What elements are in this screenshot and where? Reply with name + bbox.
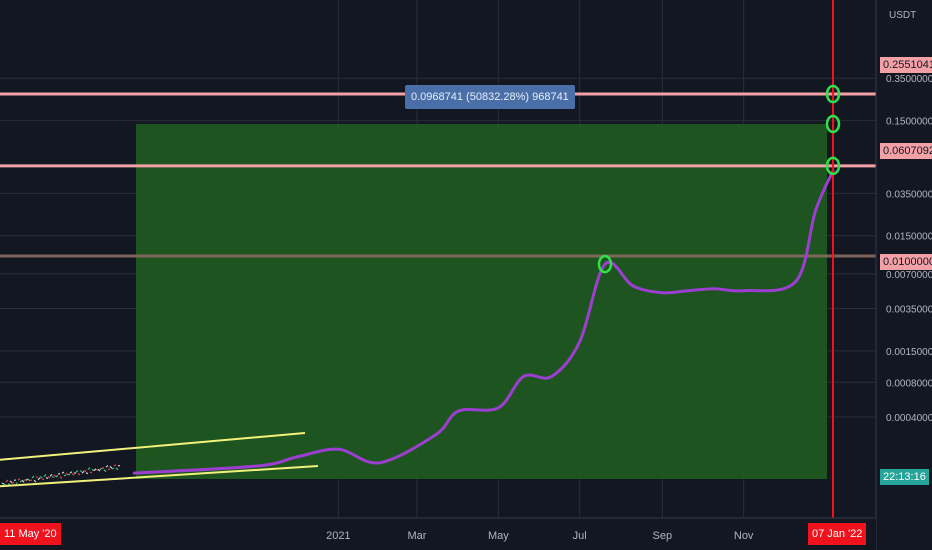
measure-label: 0.0968741 (50832.28%) 968741	[405, 85, 575, 109]
price-tick-label: 0.0004000	[886, 413, 932, 424]
noise-tick	[105, 465, 109, 468]
noise-tick	[103, 469, 107, 473]
noise-tick	[77, 472, 81, 476]
noise-tick	[23, 478, 27, 481]
noise-tick	[71, 473, 75, 476]
time-tick-labels: 2021 Mar May Jul Sep Nov	[326, 530, 754, 542]
noise-tick	[55, 474, 59, 478]
noise-tick	[85, 472, 89, 475]
noise-tick	[47, 476, 51, 479]
noise-tick	[41, 478, 45, 481]
early-price-noise	[1, 464, 121, 486]
noise-tick	[83, 469, 87, 472]
noise-tick	[45, 477, 49, 480]
end-date-tag: 07 Jan '22	[808, 523, 867, 545]
noise-tick	[31, 475, 35, 479]
price-tick-label: 0.0070000	[886, 270, 932, 281]
time-tick-label: May	[488, 530, 509, 542]
noise-tick	[99, 467, 103, 471]
level-tag-0.0607092: 0.0607092	[880, 143, 932, 159]
noise-tick	[63, 474, 67, 477]
noise-tick	[53, 474, 57, 478]
price-tick-label: 0.0350000	[886, 189, 932, 200]
price-unit-label: USDT	[889, 10, 917, 21]
noise-tick	[107, 468, 111, 471]
time-tick-label: Nov	[734, 530, 754, 542]
circle-marker[interactable]	[597, 254, 613, 274]
noise-tick	[65, 472, 69, 476]
channel-upper-line[interactable]	[0, 432, 306, 461]
time-tick-label: Mar	[408, 530, 427, 542]
countdown-tag: 22:13:16	[880, 469, 929, 485]
noise-tick	[9, 480, 13, 484]
noise-tick	[91, 468, 95, 472]
noise-tick	[5, 479, 9, 483]
time-tick-label: 2021	[326, 530, 350, 542]
circle-markers[interactable]	[597, 84, 841, 274]
noise-tick	[11, 481, 15, 485]
noise-tick	[113, 464, 117, 467]
noise-tick	[93, 468, 97, 472]
noise-tick	[1, 482, 5, 485]
price-tick-label: 0.0015000	[886, 347, 932, 358]
noise-tick	[75, 470, 79, 473]
channel-lines[interactable]	[0, 432, 319, 488]
noise-tick	[25, 478, 29, 481]
measure-range-box[interactable]	[136, 124, 827, 479]
noise-tick	[21, 479, 25, 483]
start-date-tag: 11 May '20	[0, 523, 61, 545]
level-tag-0.0100000: 0.0100000	[880, 254, 932, 270]
noise-tick	[15, 482, 19, 486]
price-tick-label: 0.0150000	[886, 232, 932, 243]
circle-marker[interactable]	[825, 114, 841, 134]
noise-tick	[97, 468, 101, 472]
time-axis-panel[interactable]	[0, 518, 876, 550]
price-tick-label: 0.0008000	[886, 378, 932, 389]
noise-tick	[89, 471, 93, 474]
level-tag-0.2551041: 0.2551041	[880, 57, 932, 73]
noise-tick	[37, 477, 41, 481]
noise-tick	[19, 480, 23, 483]
noise-tick	[67, 473, 71, 476]
price-tick-label: 0.3500000	[886, 74, 932, 85]
noise-tick	[17, 478, 21, 481]
noise-tick	[111, 467, 115, 470]
noise-tick	[59, 476, 63, 479]
circle-marker[interactable]	[825, 156, 841, 176]
price-tick-label: 0.1500000	[886, 117, 932, 128]
noise-tick	[115, 467, 119, 471]
noise-tick	[69, 471, 73, 474]
time-tick-label: Jul	[573, 530, 587, 542]
price-tick-labels: 0.3500000 0.1500000 0.0350000 0.0150000 0.00…	[886, 74, 932, 424]
noise-tick	[87, 467, 91, 471]
noise-tick	[109, 465, 113, 469]
price-axis-panel[interactable]	[876, 0, 932, 550]
noise-tick	[27, 478, 31, 482]
time-tick-label: Sep	[653, 530, 673, 542]
noise-tick	[81, 470, 85, 474]
circle-marker[interactable]	[825, 84, 841, 104]
price-line	[132, 169, 835, 475]
noise-tick	[33, 479, 37, 483]
noise-tick	[43, 474, 47, 477]
noise-tick	[49, 473, 53, 477]
noise-tick	[61, 471, 65, 474]
noise-tick	[39, 476, 43, 479]
noise-tick	[3, 483, 7, 486]
price-tick-label: 0.0035000	[886, 304, 932, 315]
channel-lower-line[interactable]	[0, 464, 319, 488]
